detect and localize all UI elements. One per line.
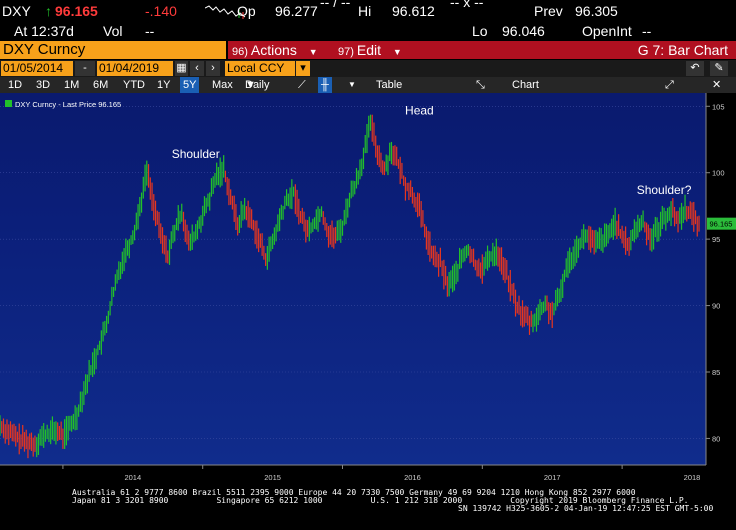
y-axis-panel <box>706 93 736 465</box>
vol-value: -- <box>145 23 155 39</box>
footer-line-3: SN 139742 H325-3605-2 04-Jan-19 12:47:25… <box>458 504 714 513</box>
vol-label: Vol <box>103 23 123 39</box>
open-value: 96.277 <box>275 3 318 19</box>
actions-menu[interactable]: 96) Actions ▼ <box>232 41 318 59</box>
last-price-tag: 96.165 <box>707 217 736 230</box>
security-field[interactable]: DXY Curncy <box>0 41 226 59</box>
chevron-down-icon: ▼ <box>392 47 402 57</box>
function-toolbar: 96) Actions ▼ 97) Edit ▼ G 7: Bar Chart <box>228 41 736 59</box>
x-tick-label: 2018 <box>684 473 701 482</box>
x-axis-panel <box>0 465 736 488</box>
edit-label: Edit <box>356 42 382 58</box>
sparkline-icon <box>205 5 246 19</box>
y-tick-label: 105 <box>712 102 725 111</box>
y-axis: 80 85 90 95 100 105 <box>705 93 725 465</box>
edit-number: 97) <box>338 46 354 58</box>
calendar-icon[interactable]: ▦ <box>175 61 188 76</box>
start-date-input[interactable]: 01/05/2014 <box>1 61 73 76</box>
end-date-input[interactable]: 01/04/2019 <box>97 61 173 76</box>
range-placeholder: -- / -- <box>320 0 351 10</box>
up-arrow-icon: ↑ <box>45 3 52 19</box>
period-1m[interactable]: 1M <box>64 79 80 91</box>
period-max[interactable]: Max <box>212 79 233 91</box>
prev-value: 96.305 <box>575 3 618 19</box>
date-range-bar: 01/05/2014 - 01/04/2019 ▦ ‹ › Local CCY … <box>0 60 736 77</box>
chevron-down-icon[interactable]: ▼ <box>348 80 356 89</box>
close-panel-icon[interactable]: ✕ <box>712 79 722 91</box>
settings-icon[interactable]: ✎ <box>710 61 728 76</box>
period-1y[interactable]: 1Y <box>157 79 171 91</box>
table-button[interactable]: Table <box>376 79 403 91</box>
x-tick-label: 2017 <box>544 473 561 482</box>
collapse-icon[interactable]: ⤡ <box>476 79 485 91</box>
price-change: -.140 <box>145 3 177 19</box>
candlestick-icon[interactable]: ╫ <box>318 77 332 93</box>
prev-arrow-icon[interactable]: ‹ <box>190 61 204 76</box>
annotation-label: Head <box>405 103 434 117</box>
chevron-down-icon: ▼ <box>308 47 318 57</box>
actions-number: 96) <box>232 46 248 58</box>
price-chart[interactable]: 80 85 90 95 100 105 2014 2015 2016 2017 2018 Shou… <box>0 93 736 488</box>
x-placeholder: -- x -- <box>450 0 484 10</box>
line-chart-icon[interactable]: ⟋ <box>298 79 306 91</box>
edit-menu[interactable]: 97) Edit ▼ <box>338 41 402 59</box>
legend-text: DXY Curncy - Last Price 96.165 <box>15 100 121 109</box>
y-tick-label: 100 <box>712 169 725 178</box>
security-name: DXY Curncy <box>3 41 86 58</box>
frequency-label: Daily <box>245 79 270 91</box>
openint-label: OpenInt <box>582 23 632 39</box>
chevron-down-icon[interactable]: ▾ <box>296 61 310 76</box>
annotations: Shoulder Head Shoulder? <box>172 103 692 197</box>
footer-line-1: Australia 61 2 9777 8600 Brazil 5511 239… <box>72 488 636 497</box>
x-tick-label: 2014 <box>124 473 141 482</box>
time-label: At 12:37d <box>14 23 74 39</box>
currency-select[interactable]: Local CCY <box>225 61 295 76</box>
last-price-label: 96.165 <box>710 220 733 229</box>
x-tick-label: 2015 <box>264 473 281 482</box>
legend: DXY Curncy - Last Price 96.165 <box>5 100 121 109</box>
x-tick-label: 2016 <box>404 473 421 482</box>
quote-row-1: DXY ↑ 96.165 -.140 Op 96.277 -- / -- Hi … <box>0 0 736 21</box>
actions-label: Actions <box>250 42 297 58</box>
y-tick-label: 95 <box>712 235 720 244</box>
open-label: Op <box>237 3 256 19</box>
dash-separator: - <box>75 61 95 76</box>
price-bars <box>0 114 700 459</box>
y-tick-label: 85 <box>712 368 720 377</box>
annotation-label: Shoulder? <box>637 183 692 197</box>
period-6m[interactable]: 6M <box>93 79 109 91</box>
prev-label: Prev <box>534 3 563 19</box>
chevron-down-icon: ▼ <box>245 79 256 91</box>
high-label: Hi <box>358 3 372 19</box>
annotation-label: Shoulder <box>172 147 220 161</box>
legend-swatch <box>5 100 12 107</box>
gridlines <box>0 105 706 439</box>
last-price-box <box>707 217 736 230</box>
last-price: 96.165 <box>55 3 98 19</box>
period-bar: 1D 3D 1M 6M YTD 1Y 5Y Max Daily ▼ ⟋ ╫ ▼ … <box>0 77 736 107</box>
low-label: Lo <box>472 23 488 39</box>
function-title: G 7: Bar Chart <box>637 42 728 58</box>
period-5y[interactable]: 5Y <box>180 77 200 93</box>
low-value: 96.046 <box>502 23 545 39</box>
undo-icon[interactable]: ↶ <box>686 61 704 76</box>
period-3d[interactable]: 3D <box>36 79 51 91</box>
expand-icon[interactable]: ⤢ <box>665 79 674 91</box>
plot-background <box>0 93 706 465</box>
y-tick-label: 90 <box>712 302 720 311</box>
openint-value: -- <box>642 23 652 39</box>
period-1d[interactable]: 1D <box>8 79 23 91</box>
period-ytd[interactable]: YTD <box>123 79 145 91</box>
x-axis: 2014 2015 2016 2017 2018 <box>0 464 706 482</box>
y-tick-label: 80 <box>712 434 720 443</box>
high-value: 96.612 <box>392 3 435 19</box>
ticker: DXY <box>2 3 31 19</box>
quote-row-2: At 12:37d Vol -- Lo 96.046 OpenInt -- <box>0 21 736 41</box>
footer: Australia 61 2 9777 8600 Brazil 5511 239… <box>0 487 736 530</box>
next-arrow-icon[interactable]: › <box>206 61 220 76</box>
footer-line-2: Japan 81 3 3201 8900 Singapore 65 6212 1… <box>72 496 689 505</box>
